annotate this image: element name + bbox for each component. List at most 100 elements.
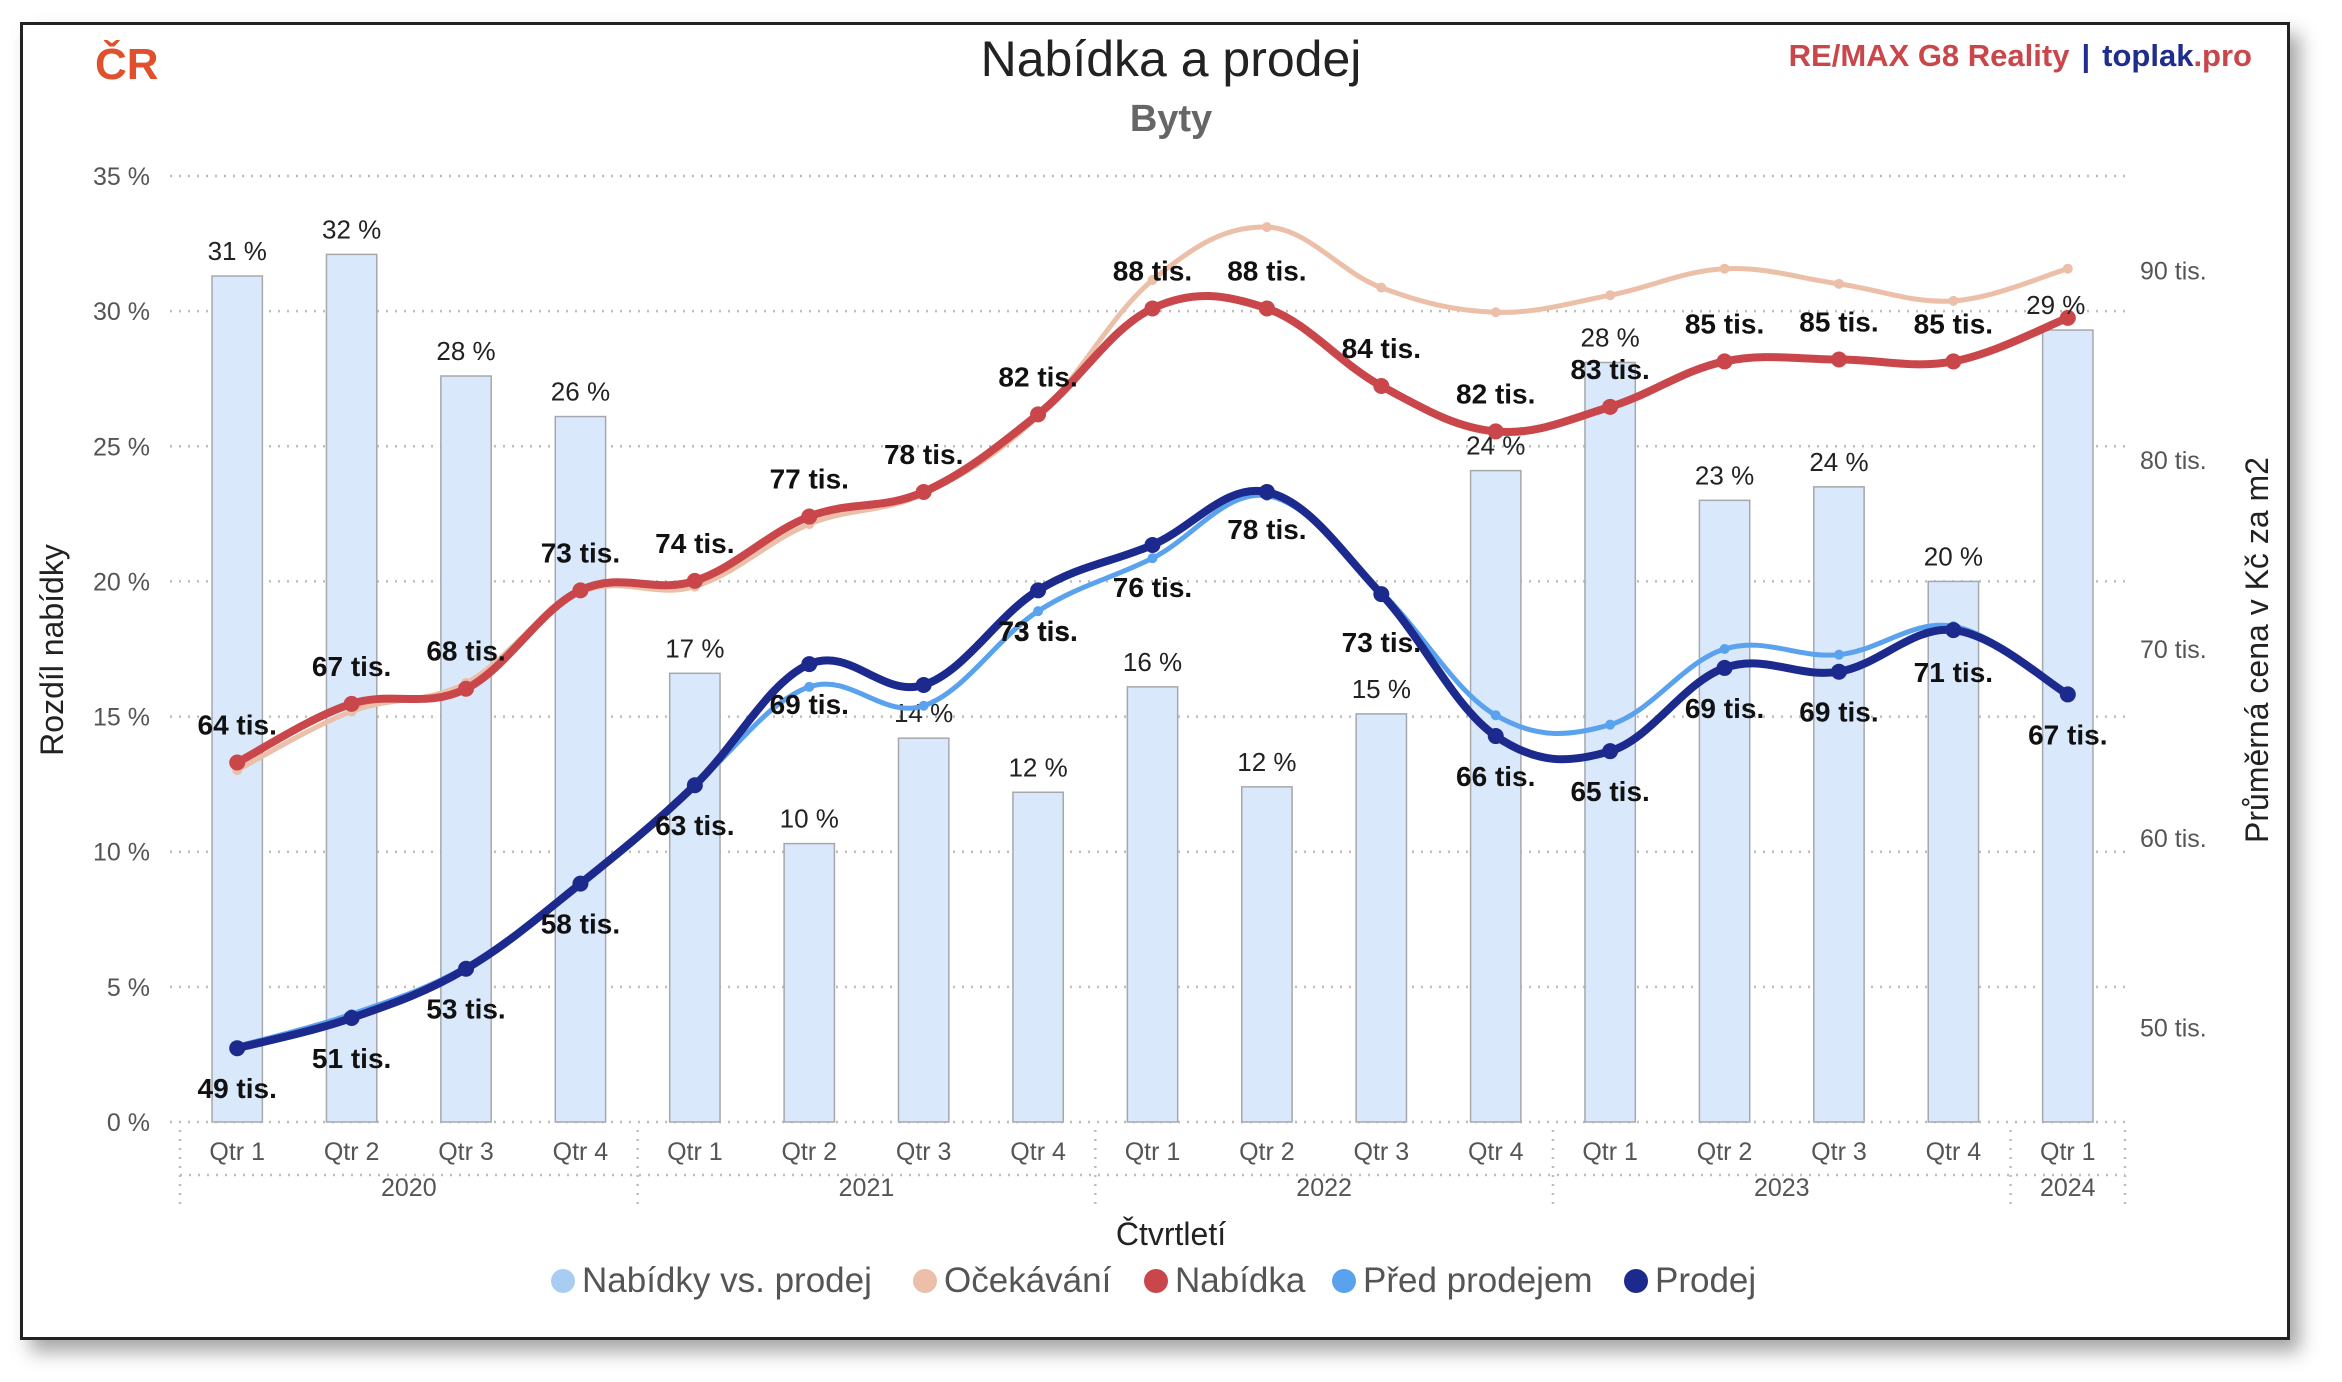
- prodej-value-label: 69 tis.: [770, 689, 849, 720]
- bar-value-label: 28 %: [436, 336, 495, 366]
- bar: [554, 415, 607, 1123]
- series-point: [915, 483, 932, 500]
- x-tick-label: Qtr 1: [1582, 1138, 1638, 1166]
- series-point: [1948, 295, 1959, 306]
- series-point: [1830, 663, 1847, 680]
- x-tick-label: Qtr 4: [1926, 1138, 1982, 1166]
- series-point: [1945, 353, 1962, 370]
- series-point: [343, 695, 360, 712]
- bar: [1126, 686, 1179, 1123]
- bar-value-label: 12 %: [1237, 747, 1296, 777]
- series-point: [458, 960, 475, 977]
- series-point: [1490, 710, 1501, 721]
- prodej-value-label: 53 tis.: [426, 994, 505, 1025]
- series-point: [801, 508, 818, 525]
- series-point: [1258, 300, 1275, 317]
- nabidka-value-label: 82 tis.: [1456, 378, 1535, 409]
- y-tick-label: 20 %: [93, 568, 150, 596]
- prodej-value-label: 67 tis.: [2028, 719, 2107, 750]
- x-tick-label: Qtr 2: [1697, 1138, 1753, 1166]
- prodej-value-label: 78 tis.: [1227, 514, 1306, 545]
- bar: [2041, 329, 2094, 1123]
- x-tick-label: Qtr 3: [896, 1138, 952, 1166]
- year-label: 2022: [1296, 1174, 1352, 1202]
- series-point: [1833, 649, 1844, 660]
- nabidka-value-label: 85 tis.: [1799, 307, 1878, 338]
- series-point: [1719, 263, 1730, 274]
- prodej-value-label: 73 tis.: [998, 615, 1077, 646]
- nabidka-value-label: 88 tis.: [1113, 255, 1192, 286]
- prodej-value-label: 58 tis.: [541, 909, 620, 940]
- series-point: [1144, 536, 1161, 553]
- bar: [1355, 713, 1408, 1123]
- legend-label: Očekávání: [944, 1261, 1112, 1300]
- legend-label: Nabídka: [1175, 1261, 1306, 1300]
- series-point: [1376, 282, 1387, 293]
- series-point: [572, 875, 589, 892]
- brand-remax: RE/MAX G8 Reality: [1788, 38, 2070, 73]
- legend-marker: [551, 1269, 575, 1293]
- chart-title: Nabídka a prodej: [980, 31, 1362, 87]
- bar: [1012, 791, 1065, 1123]
- series-point: [1716, 659, 1733, 676]
- nabidka-value-label: 88 tis.: [1227, 255, 1306, 286]
- bar: [1927, 580, 1980, 1123]
- legend-marker: [1332, 1269, 1356, 1293]
- y2-tick-label: 70 tis.: [2140, 636, 2207, 664]
- nabidka-value-label: 73 tis.: [541, 537, 620, 568]
- series-point: [1830, 351, 1847, 368]
- bar: [1469, 469, 1522, 1123]
- legend-label: Nabídky vs. prodej: [582, 1261, 872, 1300]
- series-point: [2059, 309, 2076, 326]
- series-point: [1719, 644, 1730, 654]
- x-tick-label: Qtr 2: [324, 1138, 380, 1166]
- x-tick-label: Qtr 1: [667, 1138, 723, 1166]
- bar-value-label: 10 %: [780, 804, 839, 834]
- bar-value-label: 28 %: [1581, 322, 1640, 352]
- series-point: [1945, 622, 1962, 639]
- nabidka-value-label: 85 tis.: [1685, 308, 1764, 339]
- bar-value-label: 16 %: [1123, 647, 1182, 677]
- series-point: [1030, 582, 1047, 599]
- x-axis-title: Čtvrtletí: [1116, 1216, 1226, 1252]
- prodej-value-label: 51 tis.: [312, 1043, 391, 1074]
- prodej-value-label: 71 tis.: [1914, 657, 1993, 688]
- y2-tick-label: 80 tis.: [2140, 447, 2207, 475]
- y-tick-label: 30 %: [93, 298, 150, 326]
- year-label: 2024: [2040, 1174, 2096, 1202]
- series-point: [1716, 353, 1733, 370]
- brand-site-main: toplak: [2102, 38, 2194, 73]
- series-point: [2059, 686, 2076, 703]
- bar-value-label: 20 %: [1924, 541, 1983, 571]
- bar-value-label: 29 %: [2026, 290, 2085, 320]
- bar: [1813, 486, 1865, 1123]
- prodej-value-label: 49 tis.: [198, 1073, 277, 1104]
- series-point: [1373, 586, 1390, 603]
- series-point: [1605, 719, 1616, 730]
- nabidka-value-label: 85 tis.: [1914, 308, 1993, 339]
- x-tick-label: Qtr 1: [1125, 1138, 1181, 1166]
- y-tick-label: 35 %: [93, 163, 150, 191]
- prodej-value-label: 73 tis.: [1342, 627, 1421, 658]
- bar-value-label: 23 %: [1695, 460, 1754, 490]
- y-tick-label: 10 %: [93, 839, 150, 867]
- nabidka-value-label: 83 tis.: [1570, 354, 1649, 385]
- prodej-value-label: 63 tis.: [655, 810, 734, 841]
- series-point: [1487, 728, 1504, 745]
- y2-tick-label: 60 tis.: [2140, 825, 2207, 853]
- year-label: 2021: [839, 1174, 895, 1202]
- series-point: [1833, 278, 1844, 289]
- bar: [897, 737, 950, 1123]
- year-label: 2020: [381, 1174, 437, 1202]
- x-tick-label: Qtr 3: [438, 1138, 494, 1166]
- bar: [211, 275, 264, 1123]
- nabidka-value-label: 74 tis.: [655, 528, 734, 559]
- series-point: [804, 681, 815, 692]
- series-point: [918, 700, 929, 711]
- series-point: [1147, 275, 1158, 286]
- series-point: [1605, 290, 1616, 301]
- legend-label: Před prodejem: [1363, 1261, 1593, 1300]
- x-tick-label: Qtr 3: [1811, 1138, 1867, 1166]
- series-point: [458, 680, 475, 697]
